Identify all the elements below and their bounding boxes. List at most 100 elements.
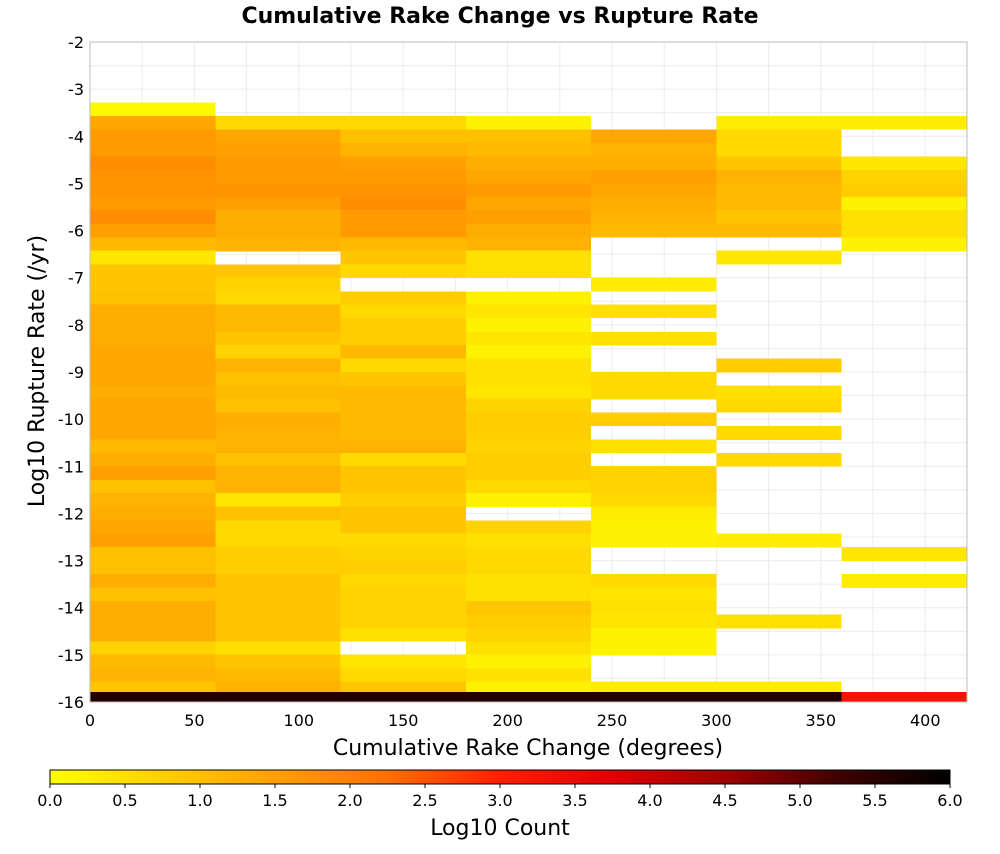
heatmap-cell [465, 654, 592, 669]
y-axis-title: Log10 Rupture Rate (/yr) [25, 235, 50, 507]
x-tick-label: 100 [284, 711, 315, 730]
heatmap-cell [841, 115, 967, 130]
heatmap-cell [591, 600, 717, 615]
heatmap-cell [90, 223, 216, 238]
heatmap-cell [215, 277, 341, 292]
heatmap-cell [716, 143, 842, 157]
heatmap-cell [340, 520, 466, 535]
heatmap-cell [841, 170, 967, 184]
heatmap-cell [340, 250, 466, 265]
heatmap-cell [215, 614, 341, 629]
heatmap-cell [465, 627, 592, 642]
colorbar-title: Log10 Count [430, 816, 570, 841]
heatmap-cell [591, 156, 717, 171]
colorbar-tick-label: 0.0 [37, 791, 62, 810]
heatmap-cell [340, 143, 466, 157]
y-tick-label: -3 [68, 80, 84, 99]
heatmap-cell [340, 506, 466, 521]
heatmap-cell [591, 210, 717, 224]
heatmap-cell [90, 210, 216, 224]
heatmap-cell [90, 681, 216, 696]
heatmap-cell [591, 412, 717, 427]
heatmap-cell [340, 183, 466, 198]
y-tick-label: -14 [58, 599, 84, 618]
x-axis-title: Cumulative Rake Change (degrees) [333, 736, 723, 761]
colorbar [49, 769, 951, 785]
heatmap-cell [340, 398, 466, 413]
heatmap-cell [716, 452, 842, 467]
heatmap-cell [716, 681, 842, 696]
heatmap-cell [215, 668, 341, 683]
heatmap-cell [90, 466, 216, 480]
heatmap-cell [591, 439, 717, 454]
x-tick-label: 400 [910, 711, 941, 730]
y-tick-label: -5 [68, 174, 84, 193]
heatmap-cell [465, 600, 592, 615]
x-tick-label: 0 [85, 711, 95, 730]
colorbar-tick-label: 4.0 [637, 791, 662, 810]
heatmap-cell [90, 587, 216, 602]
heatmap-cell [465, 250, 592, 265]
heatmap-cell [591, 385, 717, 400]
colorbar-tick-label: 2.0 [337, 791, 362, 810]
heatmap-cell [215, 547, 341, 562]
heatmap-cell [591, 277, 717, 292]
heatmap-cell [215, 156, 341, 171]
heatmap-cell [215, 291, 341, 306]
heatmap-cell [215, 264, 341, 279]
heatmap-cell [591, 183, 717, 198]
heatmap-cell [591, 143, 717, 157]
heatmap-cell [215, 466, 341, 480]
heatmap-cell [215, 371, 341, 386]
heatmap-cell [465, 479, 592, 494]
heatmap-cell [465, 156, 592, 171]
heatmap-cell [591, 304, 717, 319]
x-tick-label: 300 [701, 711, 732, 730]
heatmap-cell [340, 318, 466, 332]
heatmap-cell [465, 371, 592, 386]
heatmap-cell [90, 547, 216, 562]
heatmap-cell [90, 627, 216, 642]
heatmap-cell [90, 358, 216, 373]
y-tick-label: -8 [68, 316, 84, 335]
y-tick-label: -7 [68, 269, 84, 288]
heatmap-cell [90, 264, 216, 279]
heatmap-cell [465, 344, 592, 359]
heatmap-cell [215, 412, 341, 427]
heatmap-cell [716, 691, 842, 703]
heatmap-cell [465, 681, 592, 696]
heatmap-cell [340, 547, 466, 562]
x-tick-label: 200 [492, 711, 523, 730]
heatmap-cell [340, 264, 466, 279]
colorbar-tick-label: 3.0 [487, 791, 512, 810]
heatmap-cell [90, 600, 216, 615]
heatmap-cell [340, 304, 466, 319]
heatmap-cell [90, 304, 216, 319]
heatmap-cell [465, 547, 592, 562]
heatmap-cell [340, 479, 466, 494]
heatmap-cell [465, 318, 592, 332]
heatmap-cell [90, 412, 216, 427]
heatmap-cell [465, 466, 592, 480]
heatmap-cell [841, 196, 967, 211]
heatmap-cell [215, 627, 341, 642]
y-tick-label: -11 [58, 457, 84, 476]
heatmap-cell [215, 600, 341, 615]
heatmap-cell [90, 196, 216, 211]
heatmap-cell [716, 196, 842, 211]
heatmap-cell [340, 156, 466, 171]
heatmap-cell [340, 668, 466, 683]
heatmap-cell [90, 115, 216, 130]
heatmap-cell [465, 264, 592, 279]
heatmap-cell [215, 115, 341, 130]
heatmap-cell [340, 115, 466, 130]
heatmap-cell [215, 170, 341, 184]
heatmap-cell [465, 129, 592, 144]
heatmap-cell [90, 156, 216, 171]
heatmap-cell [716, 156, 842, 171]
heatmap-cell [90, 183, 216, 198]
heatmap-cell [716, 250, 842, 265]
heatmap-cell [90, 277, 216, 292]
heatmap-cell [90, 654, 216, 669]
heatmap-cell [465, 304, 592, 319]
